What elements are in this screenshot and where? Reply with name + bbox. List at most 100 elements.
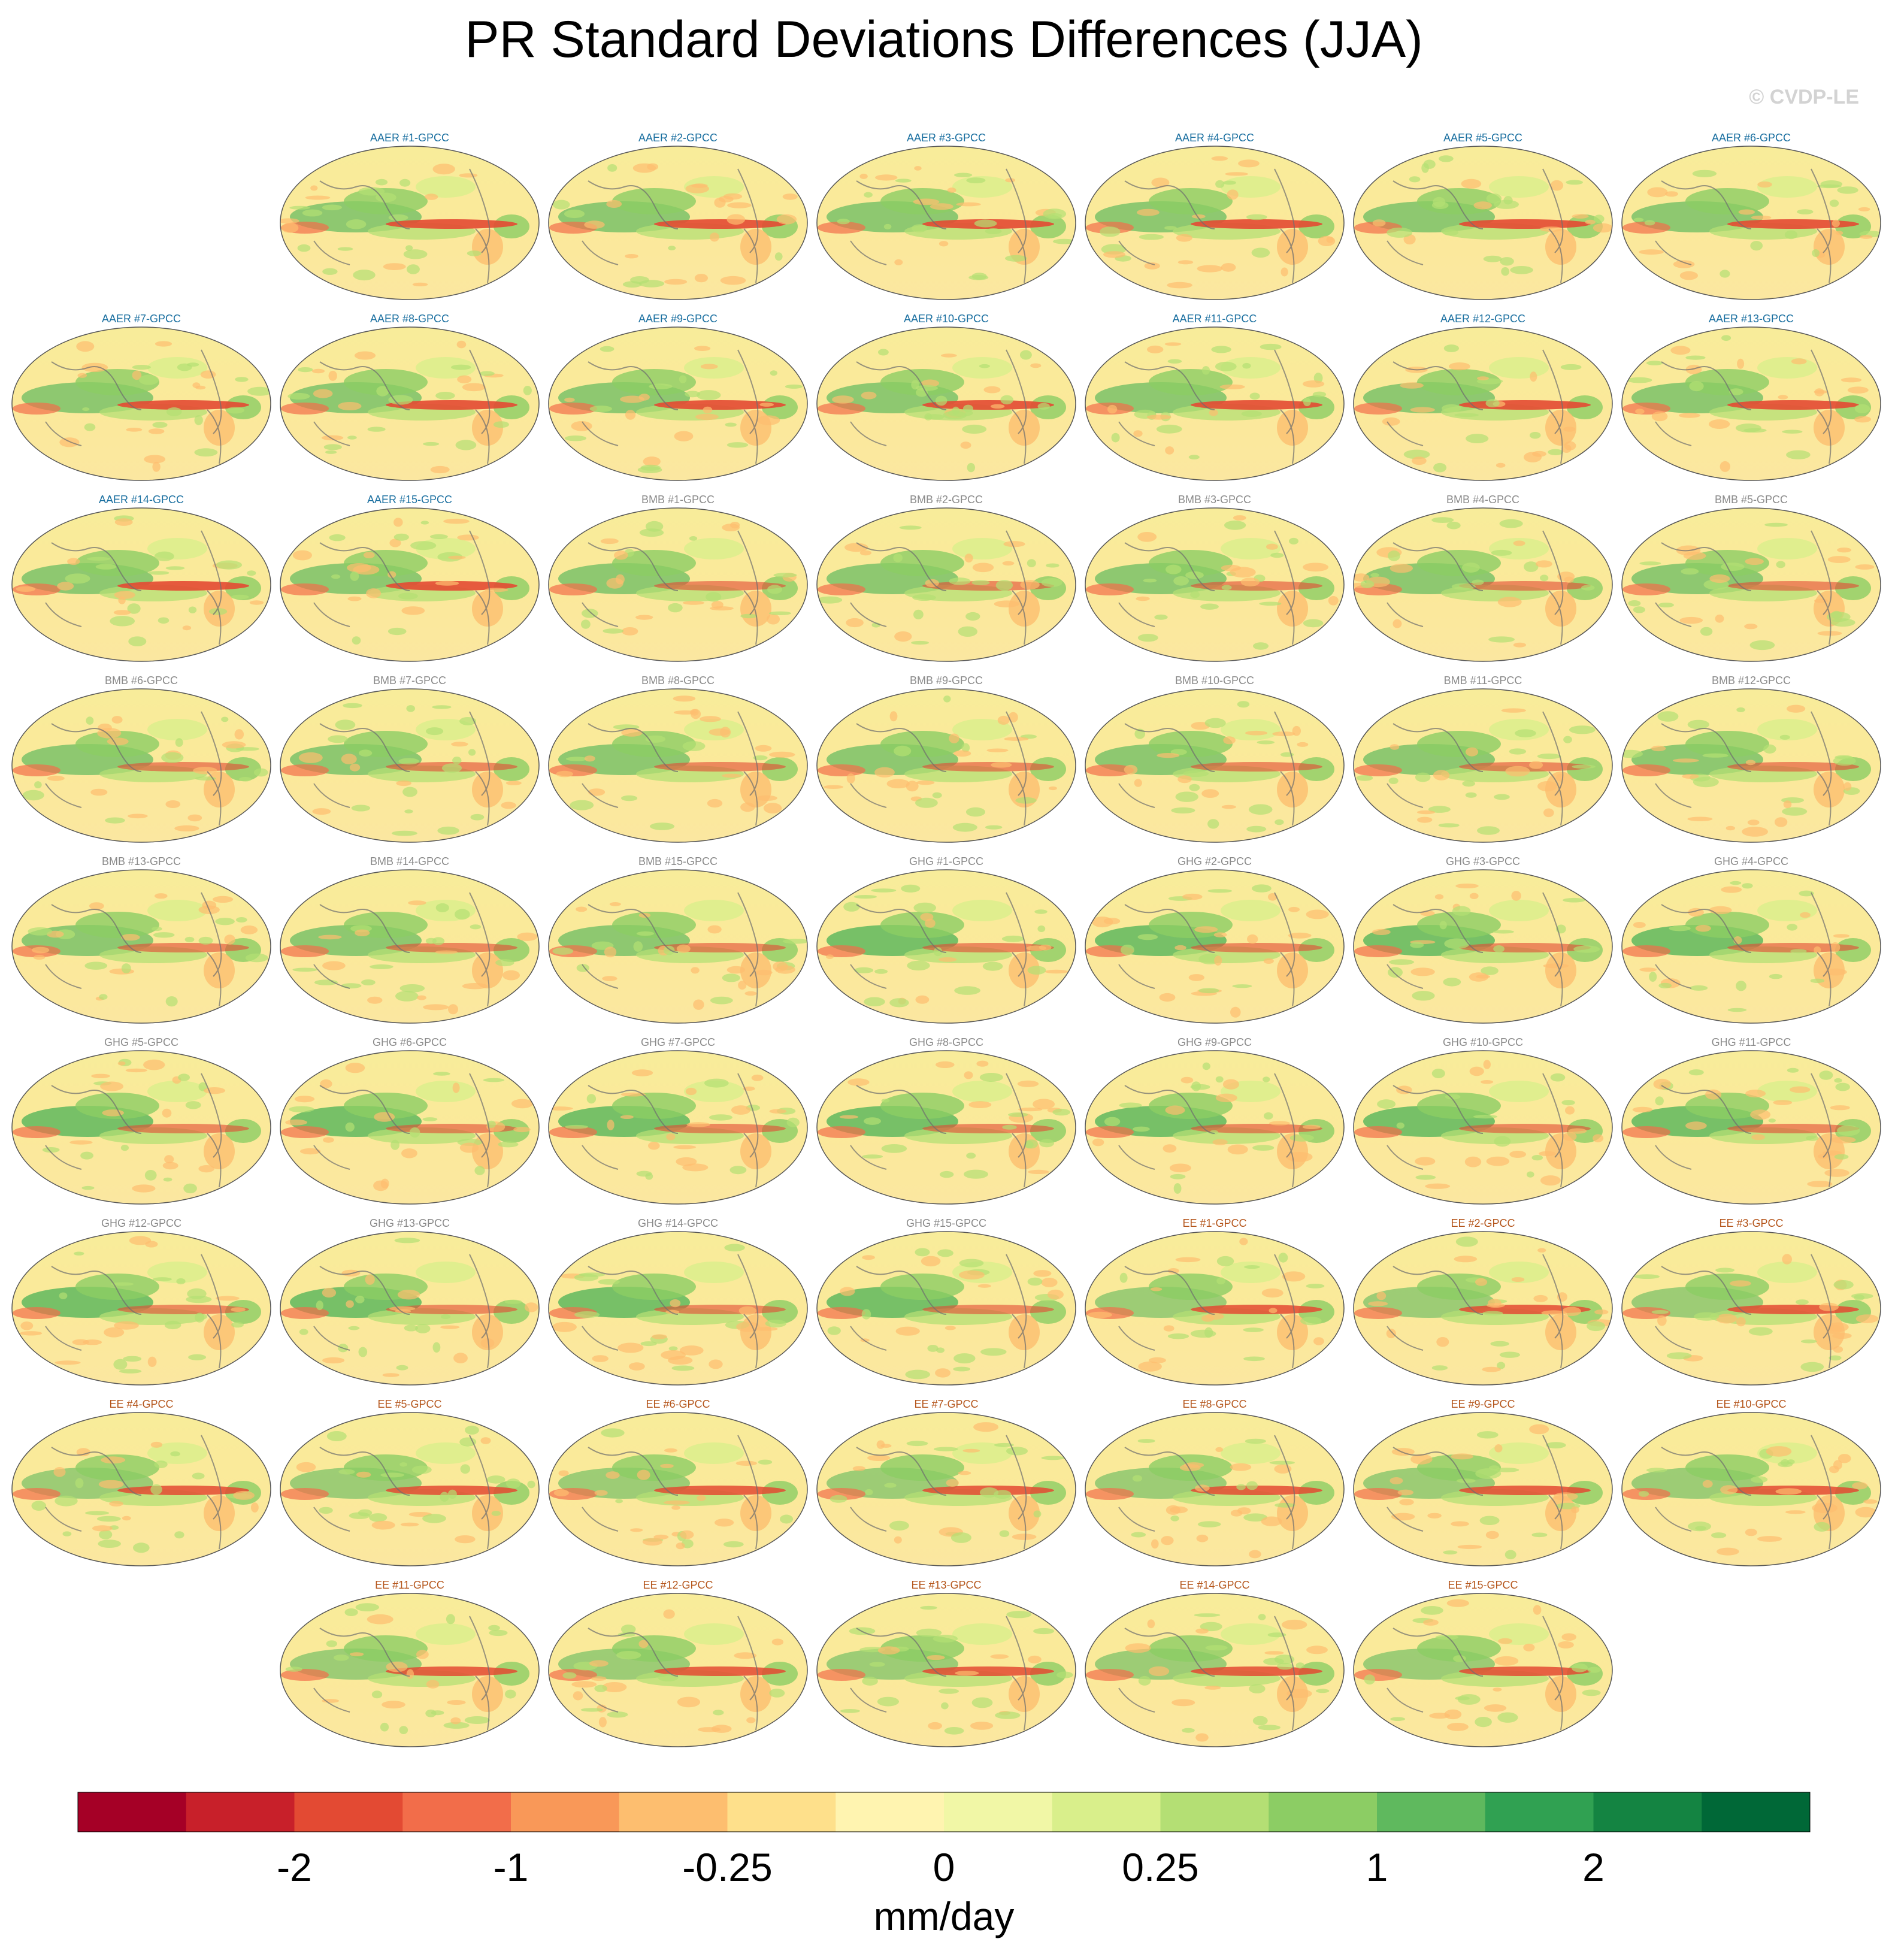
anomaly-speckle: [195, 1312, 205, 1323]
anomaly-speckle: [326, 1640, 337, 1647]
coastline: [1655, 886, 1872, 1007]
coastline: [313, 705, 530, 826]
anomaly-speckle: [367, 996, 383, 1004]
colorbar-bin: [619, 1792, 728, 1832]
anomaly-speckle: [679, 375, 687, 383]
anomaly-speckle: [844, 543, 868, 552]
map-panel: AAER #1-GPCC: [280, 132, 540, 300]
anomaly-speckle: [738, 981, 747, 990]
anomaly-speckle: [234, 729, 244, 740]
anomaly-speckle: [222, 741, 246, 749]
anomaly-speckle: [1782, 429, 1803, 434]
anomaly-speckle: [1377, 1099, 1396, 1109]
anomaly-speckle: [1453, 1655, 1466, 1662]
dry-band-indian: [1622, 583, 1670, 595]
anomaly-speckle: [114, 518, 133, 526]
anomaly-speckle: [1550, 1073, 1566, 1082]
map-panel: BMB #14-GPCC: [280, 855, 540, 1024]
anomaly-speckle: [1269, 1460, 1295, 1465]
anomaly-speckle: [895, 1326, 920, 1336]
anomaly-speckle: [1644, 220, 1655, 226]
anomaly-speckle: [1397, 1489, 1413, 1496]
anomaly-speckle: [1560, 364, 1582, 370]
anomaly-speckle: [1197, 1521, 1221, 1528]
anomaly-speckle: [435, 580, 459, 586]
anomaly-speckle: [188, 1354, 207, 1360]
anomaly-speckle: [305, 195, 331, 200]
anomaly-speckle: [1091, 917, 1113, 928]
dry-band-pacific: [922, 762, 1054, 772]
anomaly-speckle: [706, 592, 722, 602]
anomaly-speckle: [1505, 766, 1530, 777]
anomaly-speckle: [985, 228, 1002, 234]
anomaly-speckle: [751, 1074, 764, 1081]
anomaly-speckle: [964, 1071, 973, 1079]
anomaly-speckle: [589, 1660, 609, 1667]
anomaly-speckle: [580, 1708, 603, 1712]
anomaly-speckle: [422, 1514, 446, 1523]
anomaly-speckle: [1837, 186, 1858, 194]
anomaly-speckle: [117, 1061, 126, 1066]
anomaly-speckle: [1164, 226, 1177, 230]
anomaly-speckle: [603, 628, 624, 634]
anomaly-speckle: [1165, 446, 1174, 455]
dry-band-indian: [281, 1488, 329, 1500]
anomaly-speckle: [1855, 1314, 1879, 1323]
anomaly-speckle: [1830, 618, 1855, 627]
anomaly-speckle: [1747, 819, 1760, 825]
colorbar-units-label: mm/day: [874, 1894, 1015, 1938]
anomaly-speckle: [877, 1696, 899, 1707]
wet-band-north: [684, 538, 744, 559]
panel-label: EE #8-GPCC: [1182, 1398, 1246, 1410]
dry-band-pacific: [117, 762, 249, 772]
wet-band-north: [1221, 1623, 1281, 1645]
anomaly-speckle: [1244, 1265, 1260, 1269]
wet-band-north: [1757, 719, 1817, 740]
wet-band-atlantic: [225, 576, 261, 600]
anomaly-speckle: [1523, 1643, 1535, 1652]
anomaly-speckle: [493, 421, 510, 428]
anomaly-speckle: [731, 1105, 751, 1115]
anomaly-speckle: [1532, 450, 1546, 457]
anomaly-speckle: [420, 521, 429, 525]
anomaly-speckle: [1221, 585, 1232, 591]
wet-band-asia: [1149, 1635, 1233, 1662]
anomaly-speckle: [85, 1511, 110, 1516]
dry-band-pacific: [117, 1124, 249, 1133]
anomaly-speckle: [429, 534, 448, 540]
anomaly-speckle: [1151, 177, 1170, 188]
anomaly-speckle: [1151, 1539, 1159, 1549]
anomaly-speckle: [553, 1489, 569, 1496]
anomaly-speckle: [393, 518, 403, 527]
coastline: [1387, 343, 1603, 464]
map-outline: [280, 1412, 540, 1566]
wet-band-atlantic: [1835, 395, 1871, 419]
anomaly-speckle: [100, 1081, 124, 1091]
anomaly-speckle: [722, 973, 740, 982]
anomaly-speckle: [235, 377, 249, 382]
panel-label: GHG #11-GPCC: [1712, 1036, 1791, 1048]
anomaly-speckle: [1543, 963, 1569, 969]
anomaly-speckle: [602, 976, 617, 981]
anomaly-speckle: [927, 1345, 939, 1352]
wet-band-asia: [612, 550, 696, 576]
dry-patch-south-america: [1277, 1314, 1308, 1350]
anomaly-speckle: [77, 373, 87, 378]
coastline: [850, 1248, 1067, 1369]
anomaly-speckle: [1201, 789, 1219, 798]
coastline: [1655, 1429, 1872, 1550]
map-outline: [11, 869, 271, 1024]
wet-band-north: [684, 1262, 744, 1283]
anomaly-speckle: [949, 577, 971, 585]
anomaly-speckle: [1246, 214, 1267, 220]
anomaly-speckle: [1818, 1154, 1828, 1159]
anomaly-speckle: [67, 558, 80, 565]
anomaly-speckle: [1531, 1155, 1543, 1161]
anomaly-speckle: [1455, 1696, 1470, 1701]
anomaly-speckle: [649, 383, 673, 389]
anomaly-speckle: [1787, 1067, 1799, 1073]
anomaly-speckle: [953, 750, 971, 757]
anomaly-speckle: [881, 1144, 907, 1153]
anomaly-speckle: [1306, 1284, 1325, 1288]
anomaly-speckle: [1763, 744, 1776, 754]
